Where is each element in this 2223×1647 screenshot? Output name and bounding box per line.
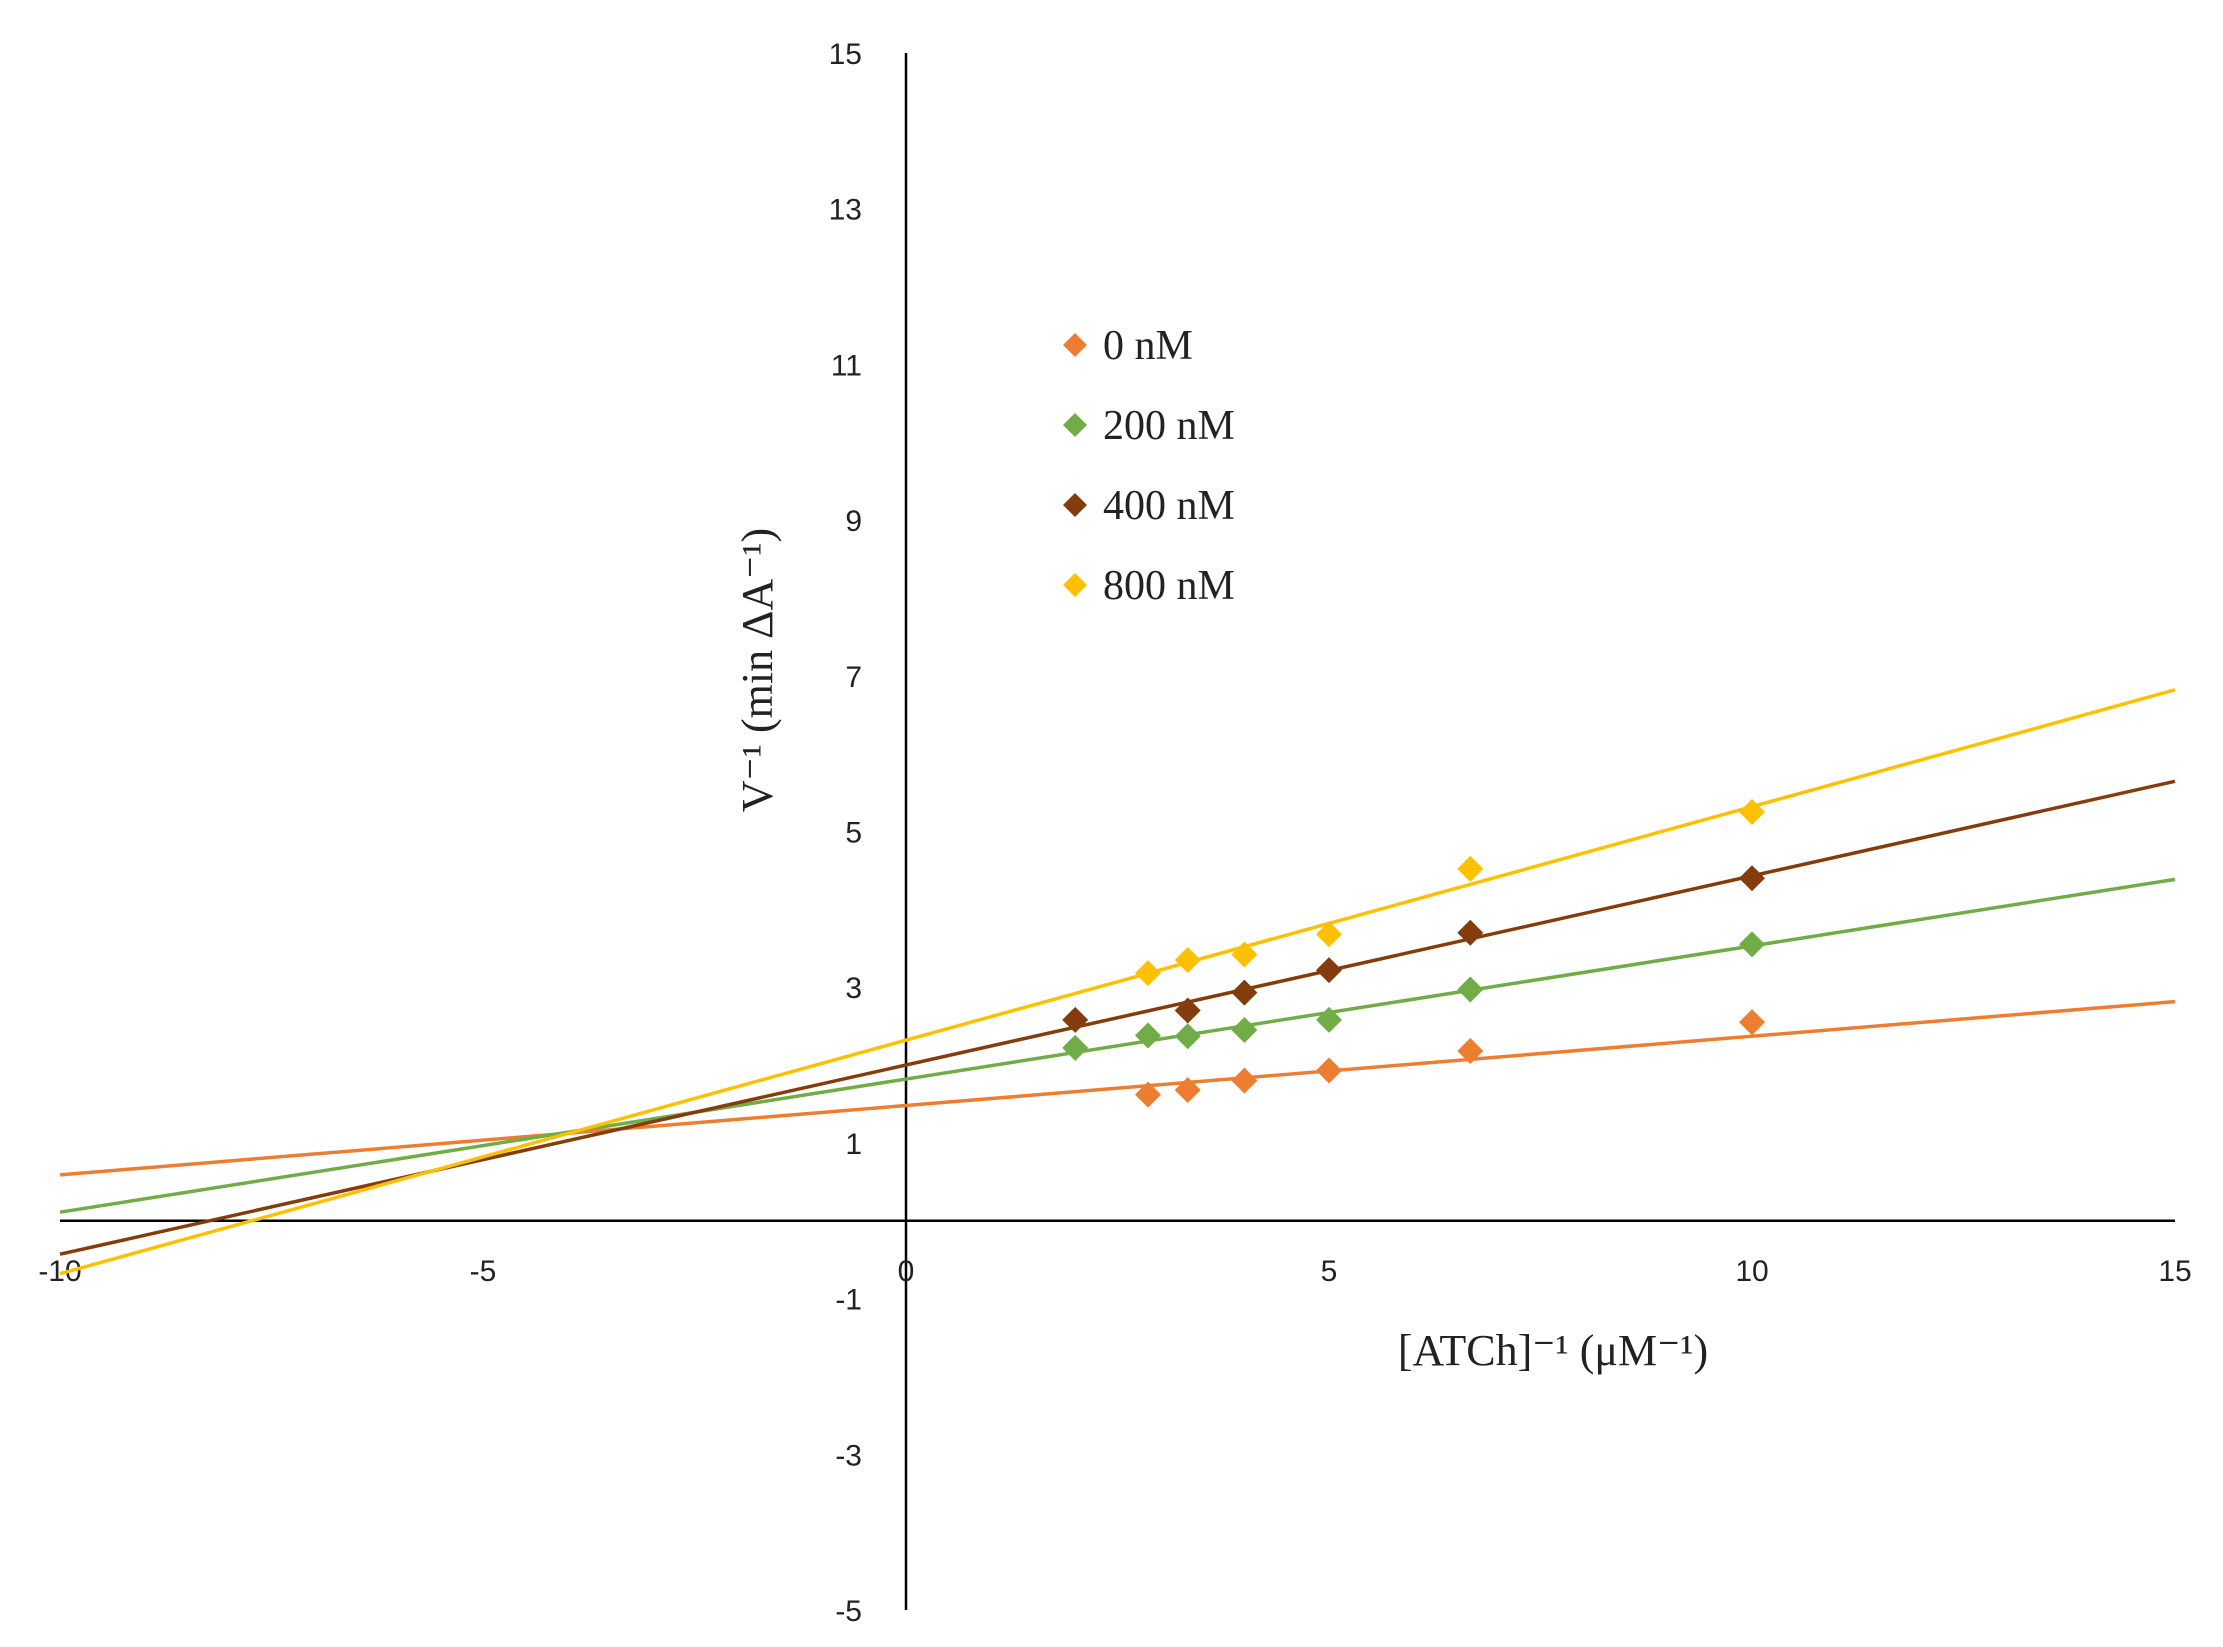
data-point — [1316, 1006, 1342, 1033]
data-point — [1134, 1022, 1161, 1049]
y-tick-label: 5 — [845, 817, 862, 850]
data-point — [1174, 1023, 1201, 1050]
data-point — [1062, 1034, 1089, 1061]
trendline-800-nm — [59, 688, 2176, 1276]
y-tick-label: -3 — [835, 1439, 862, 1472]
data-point — [1174, 946, 1201, 973]
data-point — [1134, 1081, 1161, 1108]
y-tick-label: 13 — [829, 194, 862, 227]
trendline-0-nm — [59, 999, 2176, 1177]
data-point — [1457, 919, 1484, 946]
x-tick-label: 5 — [1321, 1255, 1338, 1288]
data-point — [1231, 1067, 1258, 1094]
data-point — [1739, 865, 1765, 892]
y-tick-label: -5 — [835, 1595, 862, 1628]
data-point — [1316, 957, 1342, 984]
x-tick-label: -5 — [470, 1255, 497, 1288]
legend-label: 400 nM — [1103, 483, 1235, 529]
y-tick-label: 9 — [845, 505, 862, 538]
y-tick-label: -1 — [835, 1284, 862, 1317]
legend-item: 400 nM — [1063, 483, 1235, 529]
data-point — [1457, 1038, 1484, 1065]
legend: 0 nM 200 nM 400 nM 800 nM — [1063, 323, 1235, 609]
y-tick-label: 7 — [845, 661, 862, 694]
data-point — [1134, 960, 1161, 987]
data-point — [1231, 941, 1258, 968]
data-point — [1231, 979, 1258, 1006]
legend-marker — [1063, 333, 1087, 357]
data-point — [1231, 1017, 1258, 1044]
data-points — [1062, 799, 1765, 1108]
data-point — [1062, 1006, 1089, 1033]
data-point — [1174, 997, 1201, 1024]
legend-item: 0 nM — [1063, 323, 1193, 369]
data-point — [1457, 976, 1484, 1003]
legend-item: 200 nM — [1063, 403, 1235, 449]
data-point — [1739, 1009, 1765, 1036]
data-point — [1174, 1076, 1201, 1103]
data-point — [1457, 855, 1484, 882]
legend-marker — [1063, 573, 1087, 597]
axes — [60, 53, 2175, 1610]
data-point — [1739, 799, 1765, 826]
x-tick-label: 10 — [1735, 1255, 1768, 1288]
data-point — [1739, 931, 1765, 958]
x-tick-label: 15 — [2158, 1255, 2191, 1288]
legend-marker — [1063, 493, 1087, 517]
data-point — [1316, 921, 1342, 948]
legend-item: 800 nM — [1063, 563, 1235, 609]
y-tick-label: 11 — [831, 349, 862, 382]
y-axis-title: V⁻¹ (min ΔA⁻¹) — [733, 528, 782, 812]
legend-marker — [1063, 413, 1087, 437]
x-axis-title: [ATCh]⁻¹ (μM⁻¹) — [1398, 1326, 1708, 1375]
legend-label: 0 nM — [1103, 323, 1193, 369]
legend-label: 800 nM — [1103, 563, 1235, 609]
y-tick-label: 3 — [845, 972, 862, 1005]
trendline-200-nm — [59, 877, 2176, 1214]
trendlines — [59, 688, 2176, 1276]
y-tick-label: 1 — [845, 1128, 862, 1161]
data-point — [1316, 1057, 1342, 1084]
y-tick-label: 15 — [829, 38, 862, 71]
legend-label: 200 nM — [1103, 403, 1235, 449]
x-tick-label: 0 — [898, 1255, 915, 1288]
